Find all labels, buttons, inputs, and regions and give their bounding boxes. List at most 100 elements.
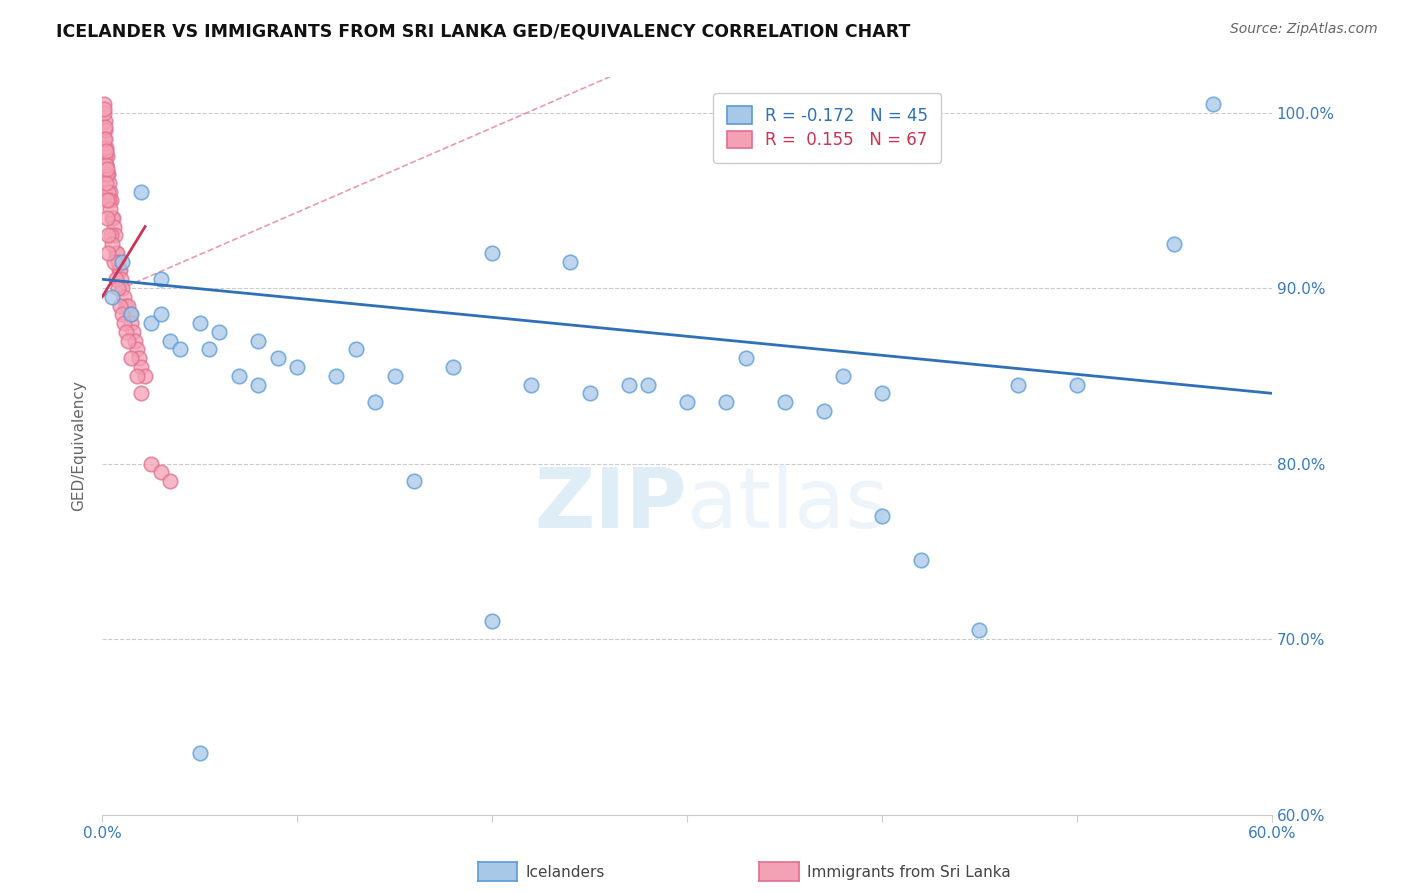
Point: [93, 105, 115, 120]
Point: [139, 316, 162, 330]
Text: Icelanders: Icelanders: [526, 865, 605, 880]
Point: [93, 123, 115, 137]
Text: ZIP: ZIP: [534, 465, 688, 545]
Point: [149, 307, 172, 321]
Point: [117, 334, 139, 348]
Point: [344, 343, 367, 357]
Legend: R = -0.172   N = 45, R =  0.155   N = 67: R = -0.172 N = 45, R = 0.155 N = 67: [713, 93, 942, 163]
Point: [93, 96, 115, 111]
Point: [94, 141, 117, 155]
Point: [94, 132, 117, 146]
Point: [112, 290, 135, 304]
Point: [159, 334, 181, 348]
Point: [111, 254, 134, 268]
Point: [110, 272, 132, 286]
Point: [188, 746, 211, 760]
Point: [117, 299, 139, 313]
Point: [149, 465, 172, 479]
Point: [122, 325, 145, 339]
Point: [159, 474, 181, 488]
Point: [107, 263, 129, 277]
Point: [617, 377, 640, 392]
Point: [188, 316, 211, 330]
Point: [325, 368, 347, 383]
Point: [96, 167, 118, 181]
Point: [910, 553, 932, 567]
Text: atlas: atlas: [688, 465, 889, 545]
Point: [129, 185, 152, 199]
Point: [97, 167, 120, 181]
Point: [127, 343, 149, 357]
Point: [134, 368, 156, 383]
Point: [93, 120, 115, 134]
Point: [813, 404, 835, 418]
Point: [107, 254, 129, 268]
Point: [120, 316, 142, 330]
Point: [112, 316, 135, 330]
Point: [1202, 96, 1225, 111]
Point: [127, 368, 149, 383]
Point: [198, 343, 221, 357]
Point: [108, 263, 131, 277]
Point: [96, 194, 118, 208]
Point: [285, 359, 308, 374]
Point: [149, 272, 172, 286]
Point: [384, 368, 406, 383]
Point: [97, 185, 120, 199]
Point: [104, 246, 127, 260]
Point: [100, 194, 122, 208]
Point: [108, 299, 131, 313]
Point: [101, 290, 124, 304]
Point: [124, 334, 146, 348]
Point: [169, 343, 191, 357]
Point: [832, 368, 855, 383]
Point: [118, 307, 141, 321]
Y-axis label: GED/Equivalency: GED/Equivalency: [72, 381, 86, 511]
Point: [100, 228, 122, 243]
Point: [97, 228, 120, 243]
Point: [714, 395, 737, 409]
Point: [128, 351, 150, 366]
Point: [1066, 377, 1088, 392]
Point: [93, 102, 115, 116]
Point: [520, 377, 543, 392]
Point: [114, 325, 136, 339]
Point: [94, 176, 117, 190]
Point: [97, 246, 120, 260]
Point: [94, 144, 117, 158]
Text: Source: ZipAtlas.com: Source: ZipAtlas.com: [1230, 22, 1378, 37]
Point: [94, 114, 117, 128]
Point: [404, 474, 426, 488]
Point: [129, 386, 152, 401]
Point: [129, 359, 152, 374]
Point: [228, 368, 250, 383]
Point: [96, 149, 118, 163]
Point: [101, 237, 124, 252]
Text: ICELANDER VS IMMIGRANTS FROM SRI LANKA GED/EQUIVALENCY CORRELATION CHART: ICELANDER VS IMMIGRANTS FROM SRI LANKA G…: [56, 22, 911, 40]
Point: [93, 132, 115, 146]
Point: [208, 325, 231, 339]
Point: [870, 386, 893, 401]
Point: [96, 211, 118, 225]
Point: [94, 149, 117, 163]
Point: [98, 185, 121, 199]
Point: [98, 202, 121, 216]
Point: [1163, 237, 1185, 252]
Point: [104, 272, 127, 286]
Point: [247, 377, 270, 392]
Point: [773, 395, 796, 409]
Point: [247, 334, 270, 348]
Text: Immigrants from Sri Lanka: Immigrants from Sri Lanka: [807, 865, 1011, 880]
Point: [120, 307, 142, 321]
Point: [558, 254, 581, 268]
Point: [94, 158, 117, 172]
Point: [105, 246, 128, 260]
Point: [111, 307, 134, 321]
Point: [481, 615, 503, 629]
Point: [94, 141, 117, 155]
Point: [101, 211, 124, 225]
Point: [266, 351, 288, 366]
Point: [969, 624, 991, 638]
Point: [870, 509, 893, 524]
Point: [364, 395, 387, 409]
